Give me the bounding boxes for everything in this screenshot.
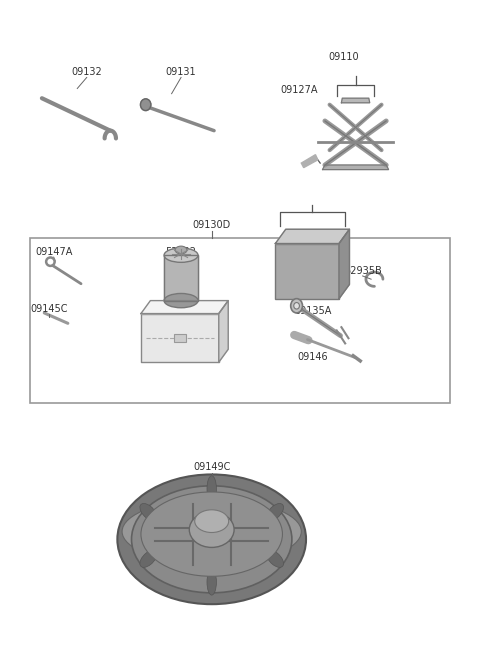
- Ellipse shape: [189, 512, 234, 547]
- Polygon shape: [301, 154, 318, 168]
- Polygon shape: [323, 165, 389, 170]
- Ellipse shape: [207, 476, 216, 502]
- Bar: [164, 255, 198, 301]
- Ellipse shape: [141, 99, 151, 110]
- Bar: [164, 255, 198, 301]
- Ellipse shape: [266, 503, 284, 520]
- Ellipse shape: [164, 294, 198, 307]
- Polygon shape: [219, 301, 228, 362]
- Ellipse shape: [175, 246, 187, 254]
- Text: 52932: 52932: [166, 247, 196, 257]
- Ellipse shape: [122, 499, 301, 564]
- Text: 09146: 09146: [298, 352, 328, 362]
- Text: 09132: 09132: [72, 67, 102, 78]
- Bar: [174, 334, 186, 342]
- Text: 09127A: 09127A: [280, 85, 318, 95]
- Polygon shape: [339, 229, 349, 299]
- Text: 09135A: 09135A: [294, 306, 332, 316]
- Text: 52935B: 52935B: [344, 267, 382, 277]
- Text: 09145C: 09145C: [30, 304, 68, 314]
- Text: 09110: 09110: [328, 53, 359, 62]
- Text: 09149C: 09149C: [193, 463, 230, 472]
- Ellipse shape: [207, 569, 216, 595]
- Text: 09139: 09139: [166, 304, 196, 314]
- Ellipse shape: [141, 492, 282, 576]
- Polygon shape: [141, 301, 228, 313]
- Text: 52933A: 52933A: [309, 237, 346, 247]
- Ellipse shape: [118, 474, 306, 604]
- Text: 09147A: 09147A: [35, 247, 72, 257]
- Ellipse shape: [195, 510, 228, 533]
- Bar: [276, 244, 339, 299]
- Text: 09131: 09131: [166, 67, 196, 78]
- Bar: [30, 238, 450, 403]
- Ellipse shape: [266, 550, 284, 568]
- Text: 09130D: 09130D: [192, 219, 231, 230]
- Ellipse shape: [140, 503, 157, 520]
- Ellipse shape: [132, 486, 292, 593]
- Bar: [141, 313, 219, 362]
- Ellipse shape: [164, 248, 198, 262]
- Ellipse shape: [294, 303, 300, 309]
- Ellipse shape: [291, 299, 302, 313]
- Ellipse shape: [140, 550, 157, 568]
- Polygon shape: [341, 99, 370, 102]
- Polygon shape: [276, 229, 349, 244]
